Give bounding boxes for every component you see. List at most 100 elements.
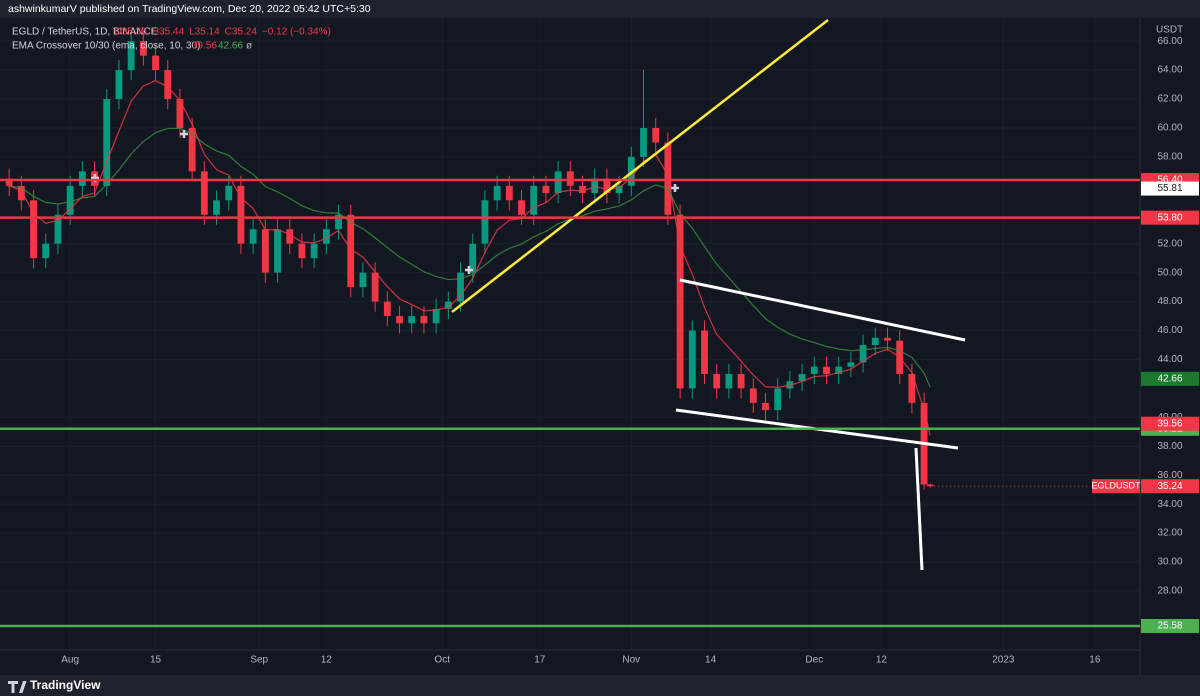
plot	[0, 18, 1140, 650]
candle-body	[676, 214, 684, 389]
x-tick-label: Sep	[250, 655, 268, 666]
candle-body	[926, 484, 934, 487]
target-line	[914, 447, 924, 571]
price-tag	[1141, 371, 1199, 386]
price-tag	[1141, 416, 1199, 431]
candle-body	[908, 373, 916, 403]
y-tick-label: 64.00	[1157, 65, 1182, 76]
candle-body	[542, 185, 550, 194]
price-tag-label: 42.66	[1157, 373, 1182, 384]
candle-body	[457, 272, 464, 302]
x-tick-label: 2023	[992, 655, 1015, 666]
footer: TradingView	[30, 678, 101, 692]
symbol-tag-label: EGLDUSDT	[1091, 481, 1141, 491]
ema30-value: 42.66	[218, 41, 243, 52]
candle-body	[54, 214, 62, 244]
candle-body	[664, 142, 672, 215]
x-tick-label: 14	[705, 655, 717, 666]
candle-body	[530, 185, 538, 215]
candle-body	[432, 308, 440, 324]
y-tick-label: 66.00	[1157, 36, 1182, 47]
price-tag-label: 39.56	[1157, 418, 1182, 429]
x-tick-label: 16	[1089, 655, 1101, 666]
candle-body	[859, 345, 867, 363]
ohlc-value: −0.12 (−0.34%)	[262, 27, 331, 38]
candle-body	[566, 171, 574, 186]
candle-body	[518, 200, 525, 215]
candle-body	[591, 178, 599, 194]
y-tick-label: 60.00	[1157, 123, 1182, 134]
y-tick-label: 58.00	[1157, 152, 1182, 163]
candle-body	[835, 366, 843, 374]
candle-body	[164, 70, 172, 100]
logo	[8, 681, 27, 693]
candle-body	[725, 373, 733, 389]
price-tag-label: 35.24	[1157, 481, 1182, 492]
candle-body	[469, 243, 477, 273]
y-tick-label: 30.00	[1157, 557, 1182, 568]
candle-body	[176, 99, 184, 128]
candle-body	[871, 337, 879, 345]
candle-body	[493, 185, 501, 201]
ema10-value: 39.56	[192, 41, 217, 52]
candle-body	[310, 243, 318, 259]
candle-body	[371, 272, 379, 302]
candle-body	[396, 316, 403, 324]
indicator: EMA Crossover 10/30 (ema, close, 10, 30)	[12, 41, 200, 52]
candle-body	[762, 402, 769, 411]
candle-body	[322, 229, 330, 244]
ohlc-value: O35.36	[114, 27, 147, 38]
candle-body	[103, 99, 111, 186]
candle-body	[152, 55, 159, 71]
x-tick-label: Nov	[622, 655, 640, 666]
candle-body	[139, 41, 147, 56]
ohlc-value: L35.14	[189, 27, 220, 38]
candle-body	[652, 127, 660, 143]
y-tick-label: 38.00	[1157, 441, 1182, 452]
price-tag-label: 55.81	[1157, 183, 1182, 194]
candle-body	[847, 362, 855, 367]
y-tick-label: 34.00	[1157, 499, 1182, 510]
candle-body	[66, 185, 74, 215]
candle-body	[188, 127, 196, 172]
ema-line	[9, 127, 931, 388]
candle-body	[261, 229, 269, 273]
x-tick-label: 12	[321, 655, 333, 666]
candle-body	[5, 178, 13, 186]
price-tag	[1141, 479, 1199, 494]
candle-body	[200, 171, 208, 215]
x-tick-label: Dec	[805, 655, 823, 666]
candle-body	[884, 337, 891, 341]
candle-body	[335, 214, 342, 230]
y-tick-label: 44.00	[1157, 354, 1182, 365]
price-tag-label: 56.40	[1157, 175, 1182, 186]
y-tick-label: 28.00	[1157, 586, 1182, 597]
x-tick-label: 12	[876, 655, 888, 666]
candle-body	[420, 316, 428, 324]
indicator-off: ø	[246, 41, 252, 52]
candle-body	[554, 171, 562, 194]
currency: USDT	[1156, 25, 1183, 36]
candle-body	[17, 185, 25, 201]
candle-body	[298, 243, 306, 259]
candle-body	[749, 388, 757, 403]
candle-body	[603, 178, 611, 194]
y-tick-label: 62.00	[1157, 94, 1182, 105]
x-tick-label: 15	[150, 655, 162, 666]
symbol-tag	[1092, 479, 1140, 494]
candle-body	[640, 127, 647, 157]
candle-body	[798, 373, 806, 382]
ohlc-value: C35.24	[225, 27, 258, 38]
y-tick-label: 50.00	[1157, 267, 1182, 278]
candle-body	[115, 70, 123, 100]
candle-body	[444, 301, 452, 309]
candle-body	[213, 200, 220, 215]
ohlc-value: H35.44	[152, 27, 185, 38]
candle-body	[481, 200, 489, 244]
symbol: EGLD / TetherUS, 1D, BINANCE	[12, 27, 158, 38]
price-tag	[1141, 181, 1199, 196]
channel-upper	[679, 278, 966, 342]
candle-body	[579, 185, 586, 194]
